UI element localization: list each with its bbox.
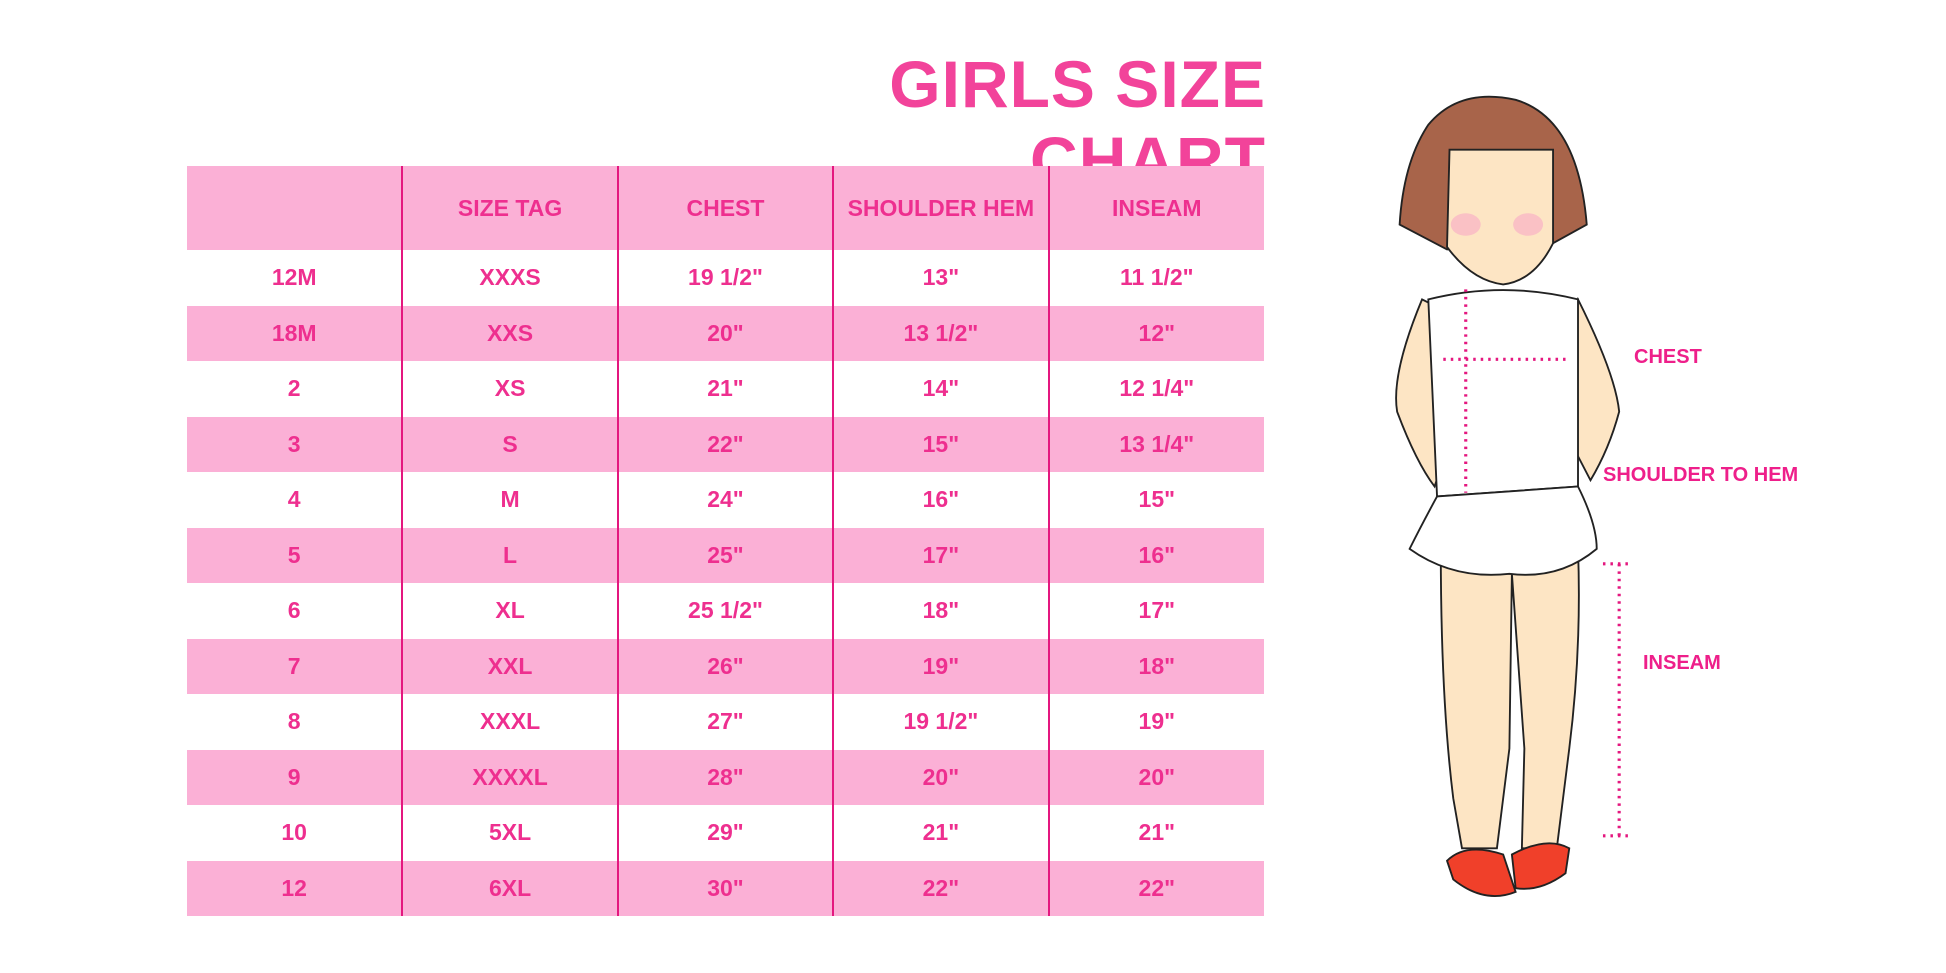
table-cell: XXS xyxy=(401,305,618,361)
table-cell: 20" xyxy=(832,749,1049,805)
inseam-label: INSEAM xyxy=(1643,652,1721,674)
table-cell: 29" xyxy=(616,805,834,861)
table-cell: 18" xyxy=(1047,638,1264,694)
table-cell: 4 xyxy=(287,486,301,513)
table-row: 12 6XL 30" 22" 22" xyxy=(187,860,1264,916)
table-cell: 8 xyxy=(287,708,301,735)
table-row: 2 XS 21" 14" 12 1/4" xyxy=(187,361,1264,417)
top xyxy=(1427,289,1579,498)
shoe-right xyxy=(1510,842,1571,890)
table-cell: L xyxy=(401,527,618,583)
table-cell: 28" xyxy=(616,749,834,805)
table-cell: 18M xyxy=(187,305,403,361)
column-header xyxy=(187,166,403,250)
table-cell: 16" xyxy=(832,472,1049,528)
table-cell: 9 xyxy=(187,749,403,805)
column-header: CHEST xyxy=(616,166,834,250)
table-cell: 5XL xyxy=(401,805,618,861)
table-cell: XL xyxy=(401,583,618,639)
table-cell: XXXXL xyxy=(401,749,618,805)
size-table: SIZE TAG CHEST SHOULDER HEM INSEAM 12M XXXS 1… xyxy=(187,166,1264,916)
table-cell: M xyxy=(401,472,618,528)
table-cell: 10 xyxy=(281,819,307,846)
table-row: 10 5XL 29" 21" 21" xyxy=(187,805,1264,861)
shoulder-to-hem-label: SHOULDER TO HEM xyxy=(1603,464,1799,486)
table-cell: 17" xyxy=(1047,583,1264,639)
table-row: 4 M 24" 16" 15" xyxy=(187,472,1264,528)
table-cell: 6 xyxy=(287,597,301,624)
shoe-left xyxy=(1445,848,1517,898)
table-cell: 26" xyxy=(616,638,834,694)
table-cell: 19" xyxy=(1047,694,1264,750)
table-row: 3 S 22" 15" 13 1/4" xyxy=(187,416,1264,472)
table-cell: S xyxy=(401,416,618,472)
table-header-row: SIZE TAG CHEST SHOULDER HEM INSEAM xyxy=(187,166,1264,250)
table-cell: 22" xyxy=(832,860,1049,916)
table-cell: 14" xyxy=(832,361,1049,417)
legs xyxy=(1439,547,1580,850)
table-cell: 19" xyxy=(832,638,1049,694)
table-cell: 13" xyxy=(832,250,1049,306)
table-cell: 7 xyxy=(187,638,403,694)
table-cell: 25" xyxy=(616,527,834,583)
table-cell: 11 1/2" xyxy=(1047,250,1264,306)
table-cell: 17" xyxy=(832,527,1049,583)
table-cell: 24" xyxy=(616,472,834,528)
table-cell: 18" xyxy=(832,583,1049,639)
table-cell: 21" xyxy=(616,361,834,417)
table-cell: 13 1/4" xyxy=(1047,416,1264,472)
table-cell: 19 1/2" xyxy=(616,250,834,306)
table-cell: 22" xyxy=(616,416,834,472)
table-cell: 15" xyxy=(832,416,1049,472)
table-cell: 12M xyxy=(271,264,317,291)
column-header: SIZE TAG xyxy=(401,166,618,250)
chest-label: CHEST xyxy=(1634,346,1702,368)
table-cell: XXXL xyxy=(401,694,618,750)
table-cell: 25 1/2" xyxy=(616,583,834,639)
table-row: 9 XXXXL 28" 20" 20" xyxy=(187,749,1264,805)
table-cell: 21" xyxy=(832,805,1049,861)
arm-right xyxy=(1573,296,1621,483)
column-header: SHOULDER HEM xyxy=(832,166,1049,250)
table-cell: 12 1/4" xyxy=(1047,361,1264,417)
table-cell: 15" xyxy=(1047,472,1264,528)
table-cell: 22" xyxy=(1047,860,1264,916)
table-cell: 27" xyxy=(616,694,834,750)
table-row: 8 XXXL 27" 19 1/2" 19" xyxy=(187,694,1264,750)
table-row: 12M XXXS 19 1/2" 13" 11 1/2" xyxy=(187,250,1264,306)
table-cell: 30" xyxy=(616,860,834,916)
table-row: 7 XXL 26" 19" 18" xyxy=(187,638,1264,694)
table-cell: 16" xyxy=(1047,527,1264,583)
table-cell: 2 xyxy=(287,375,301,402)
table-row: 6 XL 25 1/2" 18" 17" xyxy=(187,583,1264,639)
table-cell: XXXS xyxy=(401,250,618,306)
table-cell: 5 xyxy=(187,527,403,583)
table-cell: 19 1/2" xyxy=(832,694,1049,750)
table-cell: 13 1/2" xyxy=(832,305,1049,361)
table-row: 5 L 25" 17" 16" xyxy=(187,527,1264,583)
table-cell: XXL xyxy=(401,638,618,694)
table-cell: 3 xyxy=(187,416,403,472)
page-title: GIRLS SIZE CHART xyxy=(889,47,1266,197)
column-header: INSEAM xyxy=(1047,166,1264,250)
table-cell: 12" xyxy=(1047,305,1264,361)
table-cell: XS xyxy=(401,361,618,417)
table-cell: 20" xyxy=(1047,749,1264,805)
table-cell: 6XL xyxy=(401,860,618,916)
table-cell: 12 xyxy=(187,860,403,916)
table-cell: 20" xyxy=(616,305,834,361)
face xyxy=(1446,148,1554,286)
table-row: 18M XXS 20" 13 1/2" 12" xyxy=(187,305,1264,361)
bloomers xyxy=(1408,485,1598,576)
table-cell: 21" xyxy=(1047,805,1264,861)
